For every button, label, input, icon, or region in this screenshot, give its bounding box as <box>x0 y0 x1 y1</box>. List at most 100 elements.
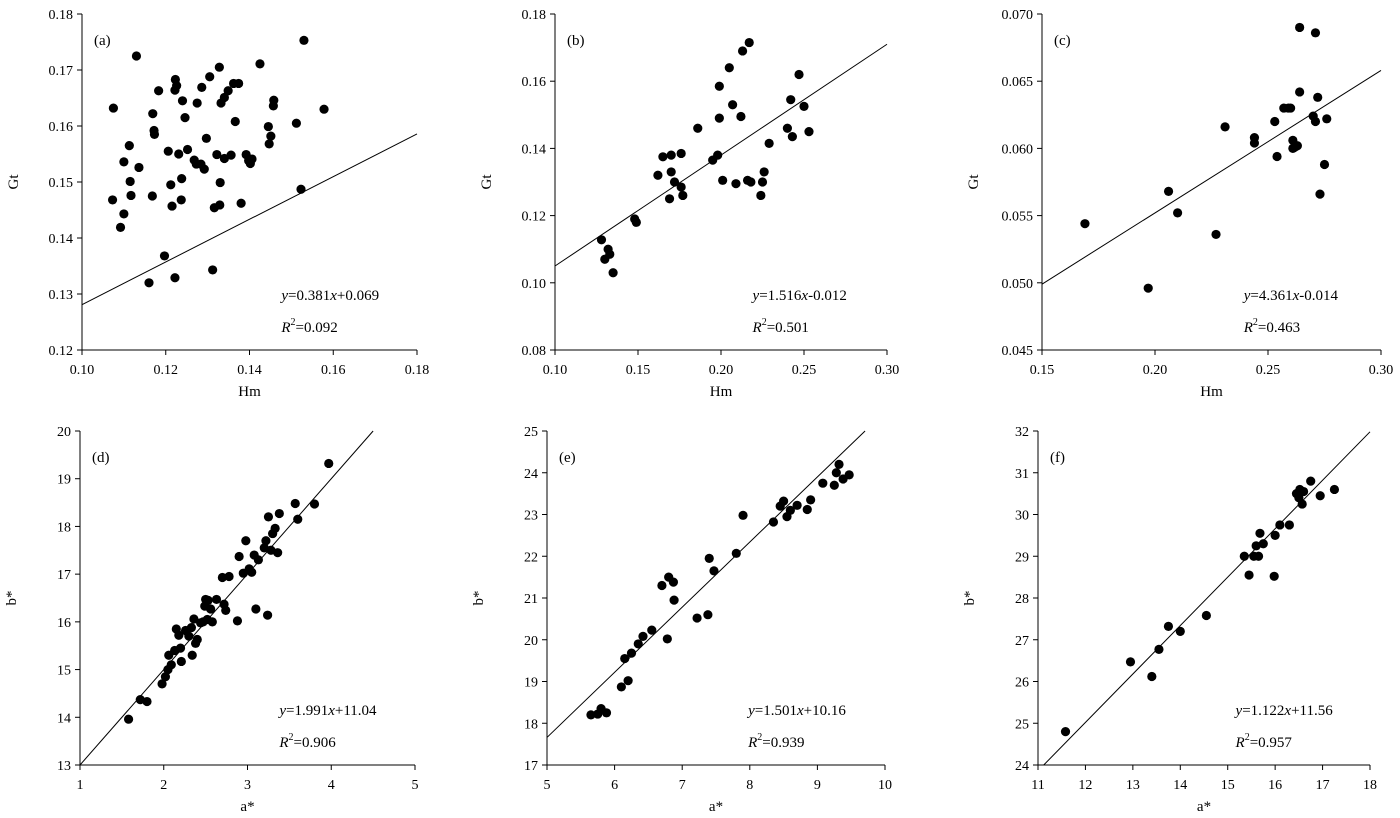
x-tick-label: 11 <box>1031 778 1044 793</box>
data-point <box>144 278 154 288</box>
y-axis-label: b* <box>962 591 978 606</box>
data-point <box>620 653 630 664</box>
regression-line <box>1041 70 1382 285</box>
y-tick-label: 0.055 <box>1002 210 1034 225</box>
data-point <box>157 679 167 689</box>
data-point <box>219 92 229 103</box>
x-tick-label: 0.16 <box>321 363 346 378</box>
data-point <box>119 209 129 219</box>
y-tick-label: 14 <box>57 711 71 726</box>
data-point <box>214 62 224 72</box>
data-point <box>1315 491 1325 501</box>
data-point <box>167 201 177 211</box>
x-tick-label: 0.10 <box>543 363 568 378</box>
data-point <box>119 157 129 167</box>
data-point <box>631 217 641 227</box>
data-point <box>1270 116 1280 127</box>
y-tick-label: 0.17 <box>49 64 74 79</box>
y-tick-label: 25 <box>524 425 538 440</box>
data-point <box>678 190 688 201</box>
data-point <box>186 622 196 633</box>
data-point <box>1315 189 1325 199</box>
data-point <box>187 650 197 660</box>
data-point <box>134 162 144 173</box>
data-point <box>768 517 779 527</box>
panel-a: 0.10 0.12 0.14 0.16 0.18 0.12 0.13 0.14 0.15 0.16… <box>6 8 429 400</box>
y-tick-label: 17 <box>524 759 538 774</box>
data-point <box>653 170 663 180</box>
data-point <box>1270 530 1280 540</box>
data-point <box>693 123 703 133</box>
x-tick-label: 1 <box>77 778 84 793</box>
data-point <box>1322 114 1332 124</box>
data-point <box>605 249 615 259</box>
y-tick-label: 24 <box>524 467 538 482</box>
data-point <box>1269 571 1279 581</box>
data-point <box>1310 116 1321 127</box>
data-point <box>296 184 306 194</box>
y-tick-label: 26 <box>1015 676 1029 691</box>
data-point <box>829 480 839 490</box>
eq-slope: =1.991 <box>286 703 328 719</box>
data-point <box>1211 229 1221 240</box>
x-tick-label: 0.30 <box>875 363 900 378</box>
r-squared: R2=0.906 <box>278 732 336 751</box>
y-tick-label: 19 <box>57 473 71 488</box>
data-point <box>170 273 180 283</box>
data-point <box>221 605 231 616</box>
data-point <box>1147 671 1157 682</box>
y-tick-label: 0.14 <box>522 142 547 157</box>
regression-equation: y=1.501x+10.16 <box>746 703 846 719</box>
panel-c: 0.15 0.20 0.25 0.30 0.045 0.050 0.055 0.060 0.06… <box>966 8 1393 400</box>
data-point <box>263 512 274 522</box>
data-point <box>676 148 686 159</box>
r2-symbol: R <box>280 320 290 336</box>
data-point <box>1286 103 1296 113</box>
x-tick-label: 2 <box>160 778 167 793</box>
x-axis-label: Hm <box>710 384 733 400</box>
x-tick-label: 8 <box>746 778 753 793</box>
data-point <box>703 610 713 620</box>
data-point <box>176 656 186 667</box>
y-tick-label: 0.08 <box>522 344 547 359</box>
data-point <box>263 121 273 132</box>
y-tick-label: 31 <box>1015 467 1029 482</box>
eq-intercept: -0.012 <box>808 288 847 304</box>
data-point <box>1329 484 1340 495</box>
y-tick-label: 30 <box>1015 509 1029 524</box>
data-point <box>236 198 246 208</box>
data-point <box>166 660 176 670</box>
data-point <box>199 164 209 174</box>
panel-f: 11 12 13 14 15 16 17 18 24 25 26 27 28 29 30 31 32 a* b* (f… <box>962 425 1377 815</box>
data-point <box>123 714 134 724</box>
x-tick-label: 0.18 <box>405 363 430 378</box>
r2-superscript: 2 <box>757 732 762 743</box>
data-point <box>786 95 796 105</box>
x-axis-label: Hm <box>1200 384 1223 400</box>
data-point <box>1310 28 1321 38</box>
data-point <box>263 610 273 620</box>
data-point <box>724 63 734 73</box>
data-point <box>668 577 679 587</box>
data-point <box>309 499 320 509</box>
panel-e: 5 6 7 8 9 10 17 18 19 20 21 22 23 24 25 a* b* (e) y=1.501x… <box>471 425 892 815</box>
data-point <box>247 567 257 577</box>
y-tick-label: 0.10 <box>522 277 547 292</box>
data-point <box>756 190 766 201</box>
data-point <box>172 81 182 91</box>
r2-value: =0.957 <box>1250 735 1293 751</box>
y-axis-label: Gt <box>966 174 982 190</box>
eq-x-symbol: x <box>800 288 808 304</box>
x-tick-label: 0.14 <box>237 363 262 378</box>
data-point <box>664 194 675 204</box>
data-point <box>794 69 804 80</box>
r2-superscript: 2 <box>290 317 295 328</box>
x-tick-label: 0.30 <box>1369 363 1394 378</box>
regression-equation: y=1.122x+11.56 <box>1234 703 1334 719</box>
data-point <box>1239 551 1249 561</box>
y-tick-label: 0.16 <box>522 75 547 90</box>
data-point <box>253 555 263 565</box>
data-point <box>799 101 809 111</box>
r-squared: R2=0.501 <box>752 317 809 336</box>
data-point <box>669 177 680 187</box>
